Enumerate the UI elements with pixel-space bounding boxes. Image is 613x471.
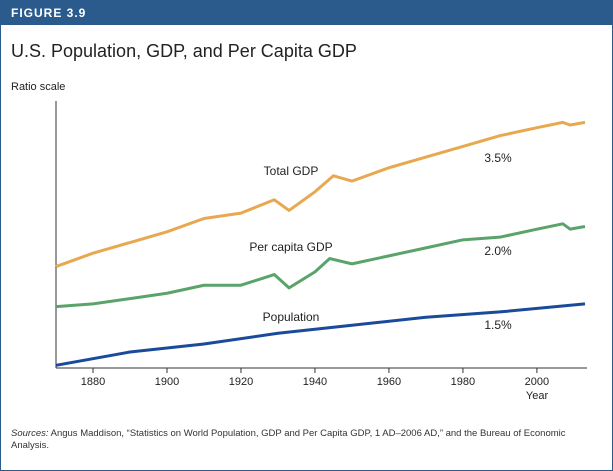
growth-rate: 1.5%: [484, 318, 512, 332]
y-axis-label: Ratio scale: [11, 81, 65, 93]
x-tick-label: 1980: [451, 376, 475, 388]
series-line: [55, 302, 586, 367]
footnote: Sources: Angus Maddison, “Statistics on …: [11, 428, 601, 452]
x-tick-label: 1940: [303, 376, 327, 388]
footnote-text: Angus Maddison, “Statistics on World Pop…: [11, 428, 566, 451]
series-line: [55, 222, 586, 309]
growth-rate: 3.5%: [484, 151, 512, 165]
series-label: Per capita GDP: [249, 240, 332, 254]
series-line: [55, 120, 586, 268]
chart-title: U.S. Population, GDP, and Per Capita GDP: [11, 41, 357, 61]
x-tick-label: 1960: [377, 376, 401, 388]
series-label: Population: [263, 310, 320, 324]
x-tick-label: 1880: [81, 376, 105, 388]
x-tick-label: 1920: [229, 376, 253, 388]
header-bar: FIGURE 3.9: [1, 1, 612, 25]
series-label: Total GDP: [264, 164, 319, 178]
x-axis-label: Year: [526, 390, 549, 402]
figure-number: FIGURE 3.9: [11, 6, 87, 20]
x-tick-label: 1900: [155, 376, 179, 388]
growth-rate: 2.0%: [484, 244, 512, 258]
footnote-label: Sources:: [11, 428, 49, 439]
x-tick-label: 2000: [525, 376, 549, 388]
